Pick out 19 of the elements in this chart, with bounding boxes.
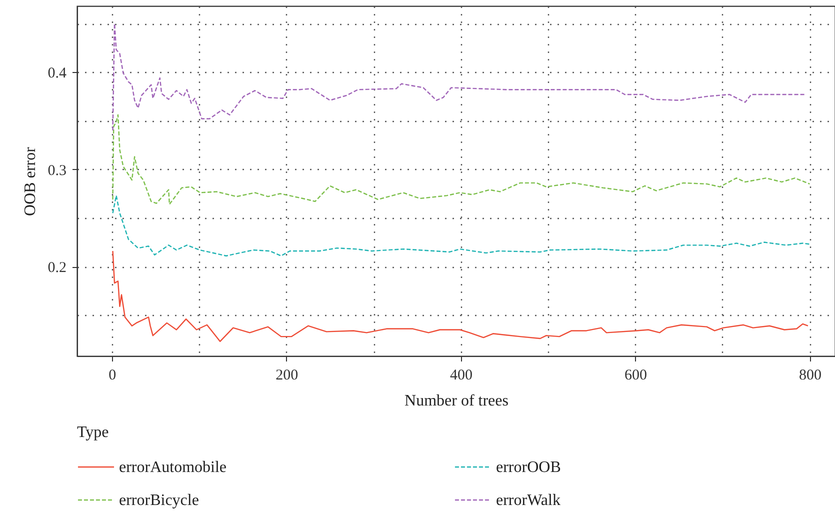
line-series [112, 114, 810, 205]
x-axis-title: Number of trees [404, 392, 508, 410]
legend-label: errorBicycle [119, 492, 199, 509]
legend-label: errorOOB [496, 459, 561, 476]
legend-label: errorWalk [496, 492, 560, 509]
x-tick-label: 400 [450, 368, 473, 384]
x-tick-label: 800 [798, 368, 822, 384]
x-tick-label: 200 [276, 368, 298, 384]
y-tick-label: 0.4 [48, 66, 67, 82]
legend-label: errorAutomobile [119, 459, 227, 476]
y-axis-title: OOB error [22, 146, 39, 216]
line-series [112, 250, 809, 342]
y-tick-label: 0.2 [48, 260, 66, 276]
y-tick-label: 0.3 [48, 162, 66, 179]
x-tick-label: 600 [624, 368, 647, 384]
x-tick-label: 0 [108, 368, 116, 384]
legend-title: Type [77, 424, 109, 441]
line-series [112, 22, 807, 132]
line-series [112, 194, 810, 256]
